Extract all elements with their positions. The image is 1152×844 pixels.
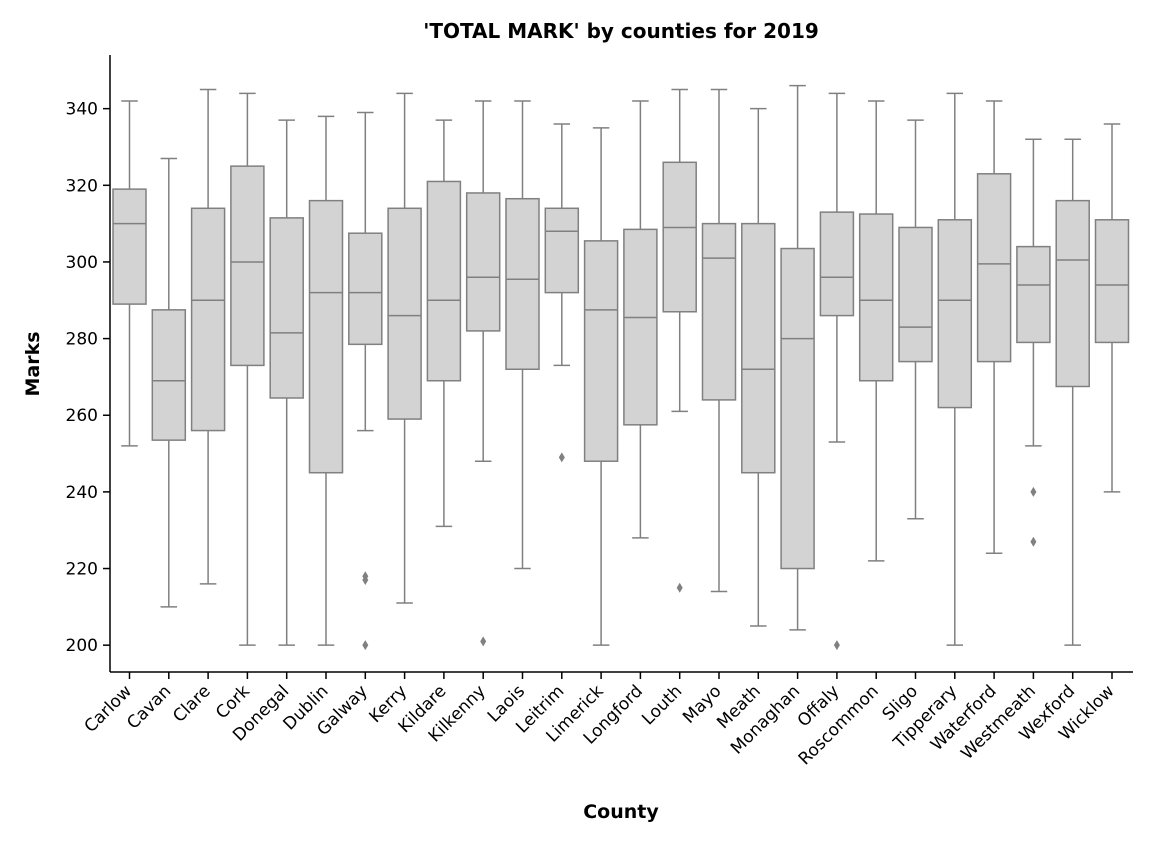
iqr-box — [465, 192, 501, 332]
box-wicklow — [1094, 123, 1130, 493]
box-kildare — [426, 119, 462, 528]
y-axis-label: Marks — [22, 331, 44, 396]
y-tick-label: 260 — [66, 406, 98, 426]
x-axis-label: County — [583, 801, 659, 823]
box-offaly — [819, 92, 855, 651]
box-meath — [741, 107, 776, 627]
box-louth — [662, 88, 697, 593]
box-galway — [348, 111, 383, 651]
outlier-point — [480, 636, 487, 647]
iqr-box — [898, 226, 933, 363]
y-tick-label: 200 — [66, 636, 98, 656]
iqr-box — [976, 173, 1012, 363]
x-tick-label: Clare — [169, 681, 214, 726]
iqr-box — [858, 213, 894, 382]
iqr-box — [937, 219, 973, 409]
y-tick-label: 220 — [66, 560, 98, 580]
iqr-box — [308, 199, 344, 474]
iqr-box — [112, 188, 147, 305]
y-tick-label: 300 — [66, 253, 98, 273]
box-mayo — [701, 88, 737, 593]
iqr-box — [741, 222, 776, 474]
box-kerry — [387, 92, 422, 604]
iqr-box — [426, 180, 462, 382]
iqr-box — [623, 228, 658, 426]
iqr-box — [780, 247, 815, 570]
outlier-point — [558, 452, 565, 463]
box-westmeath — [1016, 138, 1051, 547]
box-donegal — [269, 119, 304, 646]
iqr-box — [583, 240, 619, 462]
iqr-box — [1094, 219, 1130, 344]
y-tick-label: 340 — [66, 100, 98, 120]
box-limerick — [583, 127, 619, 646]
box-sligo — [898, 119, 933, 520]
y-tick-label: 320 — [66, 176, 98, 196]
iqr-box — [819, 211, 855, 317]
iqr-box — [1016, 245, 1051, 344]
box-tipperary — [937, 92, 973, 646]
y-tick-label: 280 — [66, 330, 98, 350]
box-laois — [505, 100, 540, 570]
box-carlow — [112, 100, 147, 447]
chart-title: 'TOTAL MARK' by counties for 2019 — [423, 19, 819, 43]
outlier-point — [1030, 486, 1037, 497]
outlier-point — [362, 575, 369, 586]
box-longford — [623, 100, 658, 539]
box-waterford — [976, 100, 1012, 554]
iqr-box — [701, 222, 737, 401]
iqr-box — [505, 197, 540, 370]
iqr-box — [387, 207, 422, 420]
box-roscommon — [858, 100, 894, 562]
outlier-point — [833, 640, 840, 651]
box-leitrim — [544, 123, 580, 463]
y-axis-ticks: 200 220 240 260 280 300 320 340 — [66, 100, 110, 656]
y-tick-label: 240 — [66, 483, 98, 503]
iqr-box — [662, 161, 697, 313]
box-cavan — [151, 157, 187, 608]
box-clare — [190, 88, 226, 585]
box-cork — [230, 92, 265, 646]
iqr-box — [151, 309, 187, 441]
x-axis-ticks: CarlowCavanClareCorkDonegalDublinGalwayK… — [81, 672, 1119, 769]
outlier-point — [676, 582, 683, 593]
iqr-box — [544, 207, 580, 294]
outlier-point — [1030, 536, 1037, 547]
iqr-box — [190, 207, 226, 432]
box-kilkenny — [465, 100, 501, 647]
iqr-box — [230, 165, 265, 367]
x-tick-label: Cavan — [123, 681, 175, 733]
x-tick-label: Louth — [638, 681, 686, 729]
box-monaghan — [780, 84, 815, 631]
outlier-point — [362, 640, 369, 651]
iqr-box — [1055, 199, 1090, 388]
box-dublin — [308, 115, 344, 646]
box-wexford — [1055, 138, 1090, 646]
boxes-layer — [112, 84, 1130, 651]
iqr-box — [269, 217, 304, 399]
iqr-box — [348, 232, 383, 346]
x-tick-label: Carlow — [81, 681, 136, 736]
